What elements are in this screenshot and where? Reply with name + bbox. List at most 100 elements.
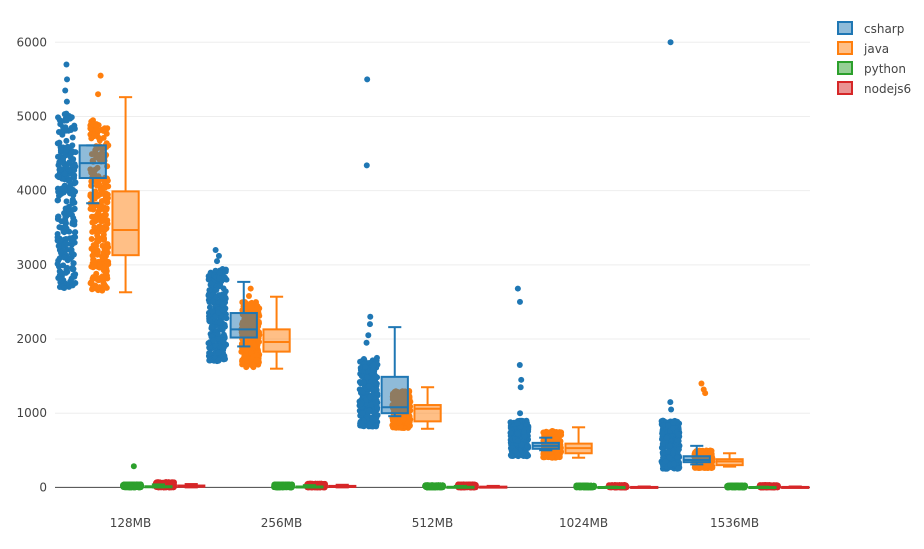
data-point <box>372 416 379 423</box>
outlier-point <box>247 285 254 292</box>
data-point <box>216 319 223 326</box>
data-point <box>373 423 380 430</box>
data-point <box>71 206 78 213</box>
y-tick-label: 3000 <box>16 258 47 272</box>
outlier-point <box>667 39 674 46</box>
data-point <box>276 483 283 490</box>
data-point <box>63 117 70 124</box>
data-point <box>100 250 107 257</box>
data-point <box>69 134 76 141</box>
data-point <box>104 261 111 268</box>
csharp-points-1024MB <box>507 285 532 460</box>
data-point <box>406 413 413 420</box>
data-point <box>358 373 365 380</box>
data-point <box>220 301 227 308</box>
data-point <box>66 159 73 166</box>
data-point <box>55 213 62 220</box>
data-point <box>584 483 591 490</box>
outlier-point <box>667 399 674 406</box>
data-point <box>220 356 227 363</box>
data-point <box>62 240 69 247</box>
data-point <box>214 331 221 338</box>
data-point <box>122 482 129 489</box>
data-point <box>512 447 519 454</box>
data-point <box>88 236 95 243</box>
data-point <box>205 292 212 299</box>
outlier-point <box>698 380 705 387</box>
data-point <box>514 420 521 427</box>
data-point <box>95 237 102 244</box>
data-point <box>734 482 741 489</box>
data-point <box>724 484 731 491</box>
data-point <box>366 407 373 414</box>
y-tick-label: 2000 <box>16 332 47 346</box>
data-point <box>59 270 66 277</box>
data-point <box>67 211 74 218</box>
outlier-point <box>516 361 523 368</box>
data-point <box>65 178 72 185</box>
data-point <box>253 305 260 312</box>
data-point <box>61 111 68 118</box>
data-point <box>63 198 70 205</box>
data-point <box>206 318 213 325</box>
outlier-point <box>62 87 69 94</box>
outlier-point <box>212 246 219 253</box>
data-point <box>669 449 676 456</box>
data-point <box>71 125 78 132</box>
data-point <box>207 350 214 357</box>
csharp-points-512MB <box>356 76 381 430</box>
data-point <box>675 465 682 472</box>
data-point <box>101 184 108 191</box>
data-point <box>95 127 102 134</box>
data-point <box>206 357 213 364</box>
data-point <box>406 418 413 425</box>
data-point <box>98 214 105 221</box>
data-point <box>68 275 75 282</box>
data-point <box>102 193 109 200</box>
data-point <box>370 366 377 373</box>
data-point <box>91 258 98 265</box>
data-point <box>69 148 76 155</box>
data-point <box>508 452 515 459</box>
outlier-point <box>517 410 524 417</box>
data-point <box>209 308 216 315</box>
data-point <box>546 429 553 436</box>
data-point <box>239 361 246 368</box>
python-points-1536MB <box>724 482 749 491</box>
x-tick-label: 512MB <box>412 516 454 530</box>
data-point <box>56 224 63 231</box>
data-point <box>93 122 100 129</box>
data-point <box>212 342 219 349</box>
data-point <box>68 237 75 244</box>
data-point <box>368 401 375 408</box>
data-point <box>134 483 141 490</box>
data-point <box>54 197 61 204</box>
data-point <box>127 483 134 490</box>
y-tick-label: 5000 <box>16 109 47 123</box>
outlier-point <box>700 386 707 393</box>
outlier-point <box>518 376 525 383</box>
data-point <box>555 453 562 460</box>
data-point <box>362 364 369 371</box>
data-point <box>101 207 108 214</box>
data-point <box>373 386 380 393</box>
csharp-points-128MB <box>54 61 79 291</box>
data-point <box>213 286 220 293</box>
outlier-point <box>64 76 71 83</box>
data-point <box>71 172 78 179</box>
data-point <box>524 443 531 450</box>
data-point <box>514 437 521 444</box>
data-point <box>92 282 99 289</box>
data-point <box>249 304 256 311</box>
x-tick-label: 1536MB <box>710 516 759 530</box>
x-axis: 128MB 256MB 512MB 1024MB 1536MB <box>110 516 759 530</box>
data-point <box>391 417 398 424</box>
data-point <box>89 275 96 282</box>
data-point <box>99 225 106 232</box>
data-point <box>374 412 381 419</box>
data-point <box>666 454 673 461</box>
data-point <box>71 229 78 236</box>
data-point <box>94 251 101 258</box>
data-point <box>54 140 61 147</box>
